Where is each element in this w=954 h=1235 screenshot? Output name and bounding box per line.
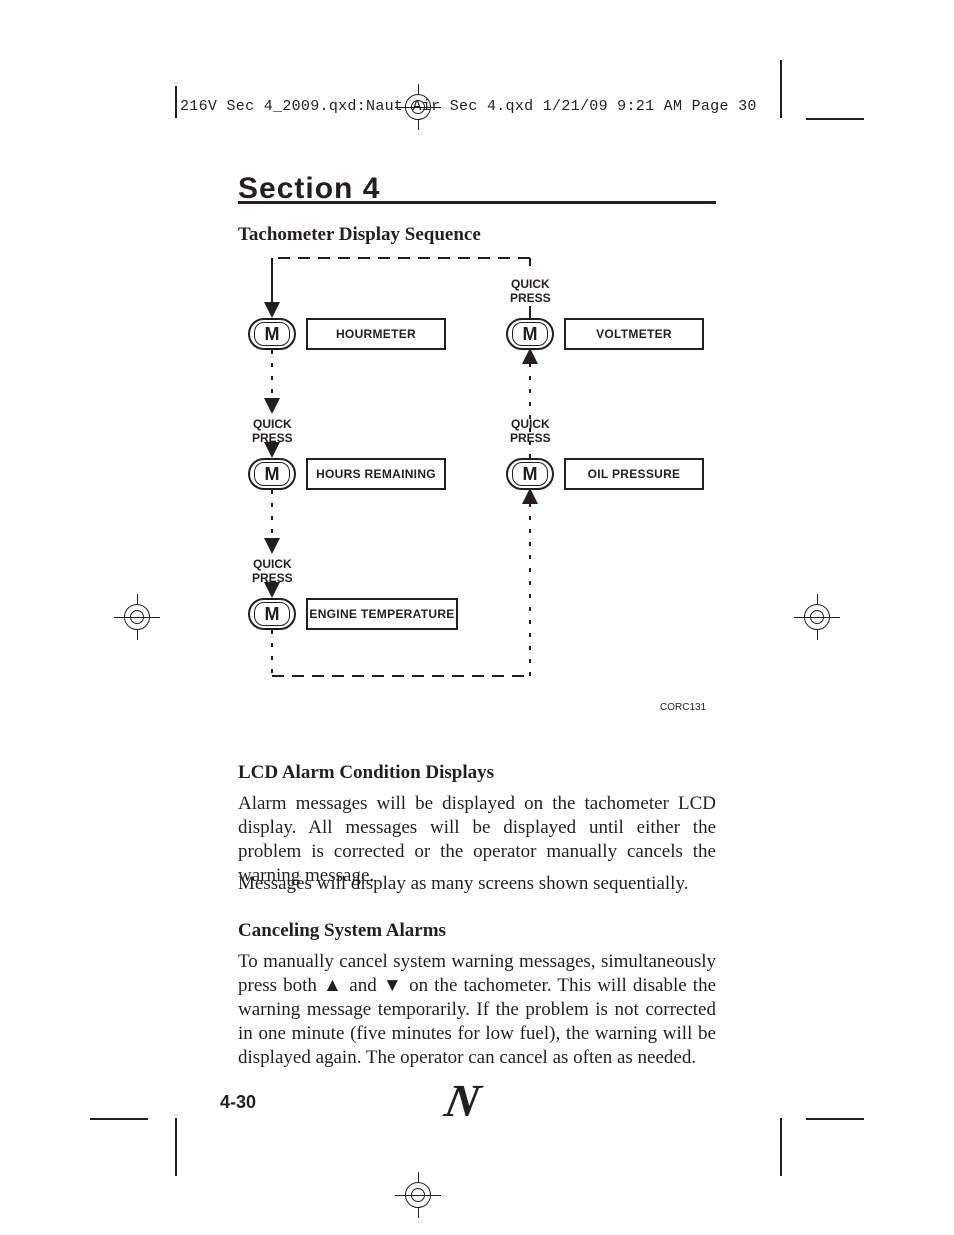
registration-mark bbox=[401, 1178, 435, 1212]
mode-button-badge: M bbox=[506, 318, 554, 350]
para-alarm-2: Messages will display as many screens sh… bbox=[238, 872, 716, 896]
brand-logo: N bbox=[440, 1074, 480, 1127]
flow-box-hourmeter: HOURMETER bbox=[306, 318, 446, 350]
mode-button-badge: M bbox=[248, 318, 296, 350]
flowchart-lines bbox=[0, 0, 954, 740]
flow-box-oil-pressure: OIL PRESSURE bbox=[564, 458, 704, 490]
quick-press-label: QUICK PRESS bbox=[510, 278, 551, 306]
crop-mark bbox=[806, 1118, 864, 1120]
tachometer-flowchart: M M M M M HOURMETER VOLTMETER HOURS REMA… bbox=[0, 0, 954, 740]
mode-letter: M bbox=[506, 318, 554, 350]
subheading-lcd-alarm: LCD Alarm Condition Displays bbox=[238, 762, 494, 784]
crop-mark bbox=[780, 1118, 782, 1176]
quick-press-label: QUICK PRESS bbox=[252, 558, 293, 586]
mode-letter: M bbox=[506, 458, 554, 490]
flow-box-hours-remaining: HOURS REMAINING bbox=[306, 458, 446, 490]
mode-button-badge: M bbox=[248, 458, 296, 490]
mode-button-badge: M bbox=[248, 598, 296, 630]
quick-press-label: QUICK PRESS bbox=[510, 418, 551, 446]
figure-code: CORC131 bbox=[660, 702, 706, 713]
quick-press-label: QUICK PRESS bbox=[252, 418, 293, 446]
flow-box-voltmeter: VOLTMETER bbox=[564, 318, 704, 350]
page-root: 216V Sec 4_2009.qxd:Naut Air Sec 4.qxd 1… bbox=[0, 0, 954, 1235]
subheading-cancel-alarms: Canceling System Alarms bbox=[238, 920, 446, 942]
flow-box-engine-temperature: ENGINE TEMPERATURE bbox=[306, 598, 458, 630]
page-number: 4-30 bbox=[220, 1092, 256, 1113]
mode-letter: M bbox=[248, 318, 296, 350]
mode-letter: M bbox=[248, 458, 296, 490]
para-cancel: To manually cancel system warning messag… bbox=[238, 950, 716, 1070]
crop-mark bbox=[175, 1118, 177, 1176]
mode-letter: M bbox=[248, 598, 296, 630]
crop-mark bbox=[90, 1118, 148, 1120]
mode-button-badge: M bbox=[506, 458, 554, 490]
